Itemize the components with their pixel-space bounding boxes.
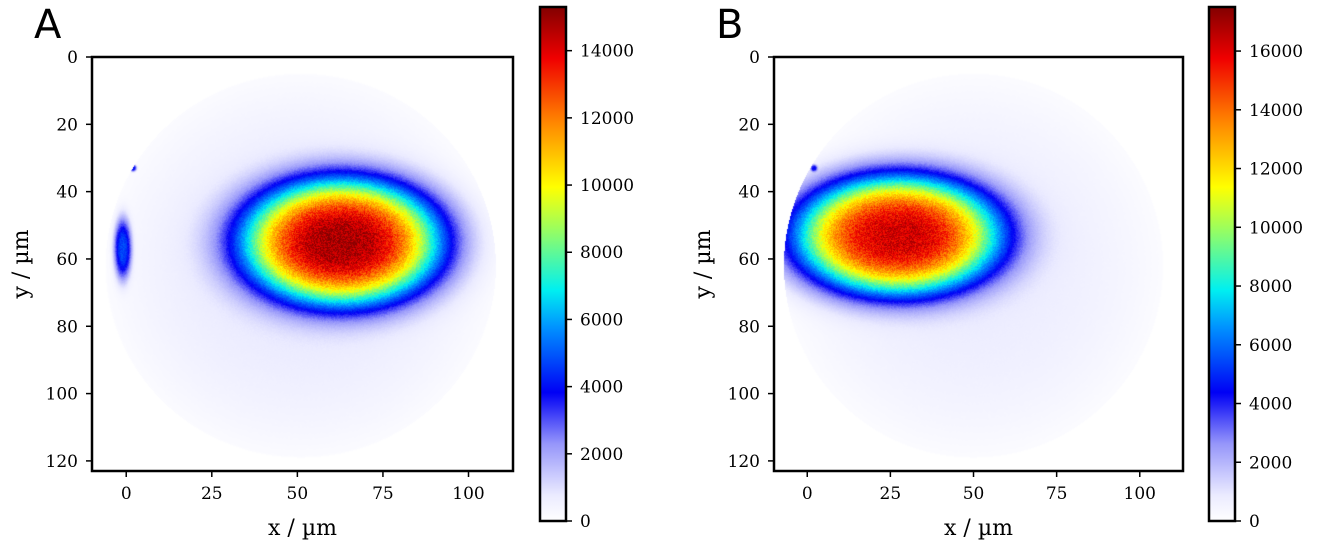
colorbar <box>1209 7 1235 521</box>
x-axis-label: x / µm <box>944 516 1013 541</box>
x-tick-label: 100 <box>452 484 484 504</box>
y-tick-label: 0 <box>749 48 760 68</box>
x-tick-label: 75 <box>372 484 394 504</box>
colorbar-tick-label: 8000 <box>580 243 623 263</box>
y-tick-label: 40 <box>738 183 760 203</box>
colorbar-tick-label: 0 <box>1249 512 1260 532</box>
colorbar <box>540 7 566 521</box>
y-axis-label: y / µm <box>691 229 716 299</box>
colorbar-tick-label: 14000 <box>580 42 634 62</box>
x-tick-label: 25 <box>201 484 223 504</box>
colorbar-tick-label: 12000 <box>580 109 634 129</box>
y-tick-label: 100 <box>46 385 78 405</box>
colorbar-tick-label: 8000 <box>1249 277 1292 297</box>
colorbar-tick-label: 2000 <box>1249 453 1292 473</box>
x-tick-label: 50 <box>287 484 309 504</box>
colorbar-tick-label: 10000 <box>580 176 634 196</box>
colorbar-tick-label: 6000 <box>1249 336 1292 356</box>
x-tick-label: 25 <box>880 484 902 504</box>
y-tick-label: 20 <box>56 115 78 135</box>
colorbar-tick-label: 2000 <box>580 445 623 465</box>
colorbar-tick-label: 10000 <box>1249 218 1303 238</box>
x-tick-label: 50 <box>963 484 985 504</box>
y-tick-label: 120 <box>728 452 760 472</box>
y-tick-label: 120 <box>46 452 78 472</box>
colorbar-tick-label: 6000 <box>580 310 623 330</box>
y-tick-label: 100 <box>728 385 760 405</box>
y-axis-label: y / µm <box>9 229 34 299</box>
colorbar-tick-label: 14000 <box>1249 101 1303 121</box>
x-axis-label: x / µm <box>268 516 337 541</box>
x-tick-label: 0 <box>121 484 132 504</box>
heatmap-image-a <box>92 57 513 471</box>
y-tick-label: 60 <box>56 250 78 270</box>
y-tick-label: 40 <box>56 183 78 203</box>
x-tick-label: 0 <box>802 484 813 504</box>
y-tick-label: 20 <box>738 115 760 135</box>
heatmap-image-b <box>774 57 1183 471</box>
y-tick-label: 0 <box>67 48 78 68</box>
y-tick-label: 80 <box>738 317 760 337</box>
colorbar-tick-label: 16000 <box>1249 42 1303 62</box>
y-tick-label: 80 <box>56 317 78 337</box>
x-tick-label: 100 <box>1124 484 1156 504</box>
colorbar-tick-label: 12000 <box>1249 160 1303 180</box>
colorbar-tick-label: 4000 <box>580 378 623 398</box>
colorbar-tick-label: 0 <box>580 512 591 532</box>
y-tick-label: 60 <box>738 250 760 270</box>
colorbar-tick-label: 4000 <box>1249 395 1292 415</box>
x-tick-label: 75 <box>1046 484 1068 504</box>
